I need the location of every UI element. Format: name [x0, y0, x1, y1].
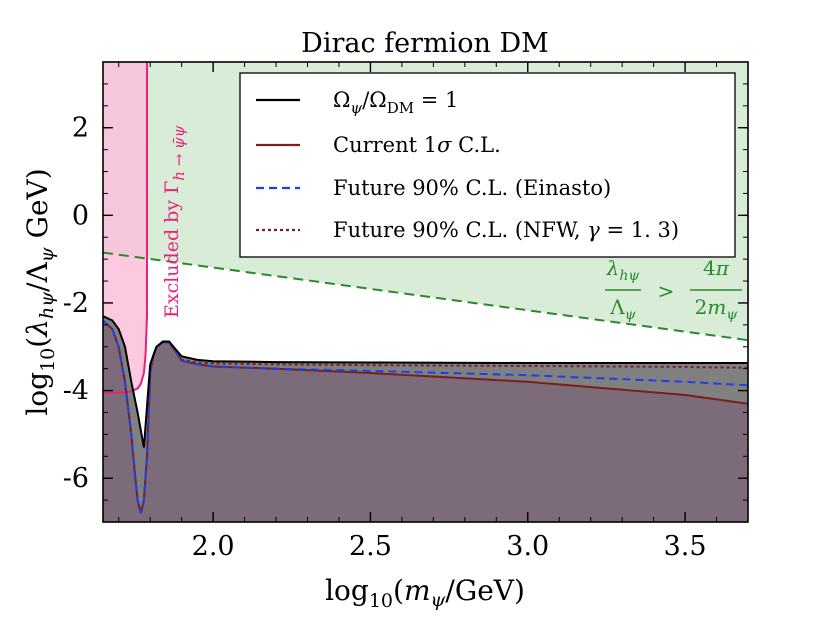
y-tick-label: -6	[63, 463, 89, 494]
plot-frame	[102, 61, 749, 523]
series-lines	[103, 62, 748, 514]
svg-text:Excluded by Γh → ψ̄ψ: Excluded by Γh → ψ̄ψ	[161, 125, 188, 318]
svg-text:log10(mψ/GeV): log10(mψ/GeV)	[325, 574, 525, 612]
svg-text:Future 90% C.L. (Einasto): Future 90% C.L. (Einasto)	[333, 176, 611, 200]
y-tick-label: -4	[63, 376, 89, 407]
excluded-region-fill	[103, 62, 148, 393]
x-axis-title: log10(mψ/GeV)	[325, 574, 525, 612]
legend: Ωψ/ΩDM = 1 Current 1σ C.L. Future 90% C.…	[239, 72, 736, 258]
x-tick-label: 2.0	[192, 531, 235, 562]
plot-border	[102, 61, 749, 523]
current-region-fill	[103, 320, 748, 522]
legend-entry-relic: Ωψ/ΩDM = 1	[256, 88, 458, 117]
y-tick-label: -2	[63, 288, 89, 319]
svg-text:Future 90% C.L. (NFW, γ = 1. 3: Future 90% C.L. (NFW, γ = 1. 3)	[333, 218, 679, 242]
excluded-region-label: Excluded by Γh → ψ̄ψ	[161, 125, 188, 318]
x-tick-label: 3.5	[664, 531, 707, 562]
svg-text:2mψ: 2mψ	[695, 295, 739, 323]
x-tick-label: 3.0	[506, 531, 549, 562]
svg-text:Ωψ/ΩDM = 1: Ωψ/ΩDM = 1	[333, 88, 458, 117]
chart-title: Dirac fermion DM	[301, 28, 549, 59]
svg-text:Current 1σ C.L.: Current 1σ C.L.	[333, 133, 501, 157]
series-line-relic	[103, 315, 748, 448]
perturbative-bound-label: λhψ Λψ > 4π 2mψ	[605, 256, 742, 323]
axis-ticks: 2.0 2.5 3.0 3.5 2 0 -2 -4 -6	[63, 61, 749, 562]
svg-text:>: >	[658, 279, 675, 303]
y-tick-label: 2	[72, 113, 89, 144]
svg-text:4π: 4π	[703, 256, 730, 280]
excluded-region-boundary	[103, 62, 149, 394]
legend-box	[239, 72, 736, 258]
legend-entry-nfw: Future 90% C.L. (NFW, γ = 1. 3)	[256, 218, 679, 242]
perturbative-bound-line	[103, 251, 748, 342]
series-line-einasto	[103, 319, 748, 514]
legend-entry-einasto: Future 90% C.L. (Einasto)	[256, 176, 611, 200]
x-tick-label: 2.5	[349, 531, 392, 562]
y-axis-title: log10(λhψ/Λψ GeV)	[21, 168, 59, 415]
svg-text:log10(λhψ/Λψ GeV): log10(λhψ/Λψ GeV)	[21, 168, 59, 415]
y-tick-label: 0	[72, 200, 89, 231]
legend-entry-current: Current 1σ C.L.	[256, 133, 501, 157]
